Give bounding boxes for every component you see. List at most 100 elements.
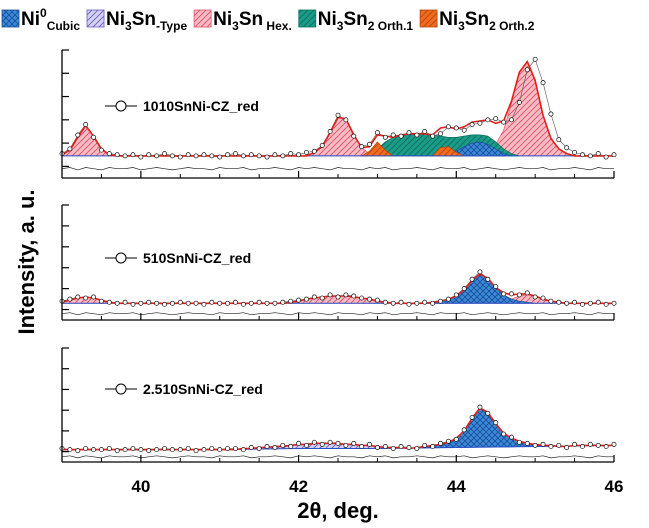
observed-point (225, 152, 231, 158)
observed-point (130, 446, 136, 451)
observed-point (296, 152, 302, 158)
panel-label: 1010SnNi-CZ_red (143, 98, 259, 114)
observed-point (169, 447, 175, 453)
observed-point (359, 444, 365, 449)
observed-point (288, 151, 294, 157)
observed-point (343, 442, 349, 448)
observed-point (580, 152, 585, 158)
observed-point (98, 447, 104, 453)
observed-point (343, 292, 349, 298)
observed-point (509, 291, 514, 297)
observed-point (193, 300, 199, 306)
observed-point (122, 153, 128, 159)
observed-point (422, 299, 428, 305)
panel-label: 510SnNi-CZ_red (143, 250, 251, 266)
observed-point (256, 153, 262, 159)
observed-point (438, 440, 443, 446)
observed-point (343, 117, 349, 123)
observed-point (611, 152, 617, 158)
legend-label-part: Sn (239, 9, 263, 30)
observed-point (296, 297, 302, 303)
panel-legend-marker (115, 383, 127, 395)
component-area (61, 60, 575, 157)
observed-point (556, 299, 562, 305)
observed-point (248, 445, 254, 450)
observed-point (162, 151, 167, 157)
observed-point (240, 301, 246, 307)
legend-label-part: 2 (489, 19, 496, 33)
observed-point (390, 132, 396, 138)
observed-point (177, 447, 183, 453)
observed-point (98, 147, 104, 153)
observed-point (114, 152, 120, 158)
legend-label-part: -Type (156, 19, 187, 33)
observed-point (169, 300, 175, 306)
observed-point (217, 154, 223, 160)
observed-point (516, 439, 522, 445)
observed-point (477, 269, 483, 275)
observed-point (114, 300, 120, 306)
legend-label-part: Sn (343, 9, 367, 30)
observed-point (548, 111, 554, 117)
observed-point (374, 445, 380, 450)
observed-point (146, 152, 152, 158)
observed-point (280, 299, 286, 305)
observed-point (587, 300, 593, 306)
observed-point (225, 446, 231, 451)
observed-point (288, 298, 294, 304)
observed-point (233, 299, 238, 305)
observed-point (351, 440, 357, 446)
observed-point (209, 299, 215, 305)
observed-point (319, 142, 325, 148)
residual-line (61, 312, 614, 316)
observed-point (548, 298, 554, 304)
observed-point (327, 129, 333, 134)
legend-label: Ni3Sn2 Orth.2 (439, 9, 535, 33)
legend-label: Ni3Sn-Type (106, 9, 187, 33)
observed-point (67, 146, 73, 152)
x-tick-label: 44 (447, 477, 466, 496)
panel-label: 2.510SnNi-CZ_red (143, 381, 263, 397)
observed-point (130, 152, 136, 158)
observed-point (162, 446, 167, 451)
observed-point (524, 290, 530, 296)
observed-point (233, 151, 238, 157)
observed-point (311, 294, 317, 300)
observed-point (469, 122, 475, 127)
observed-point (177, 154, 183, 160)
observed-point (532, 56, 538, 62)
observed-point (83, 122, 89, 127)
observed-point (217, 447, 223, 453)
observed-point (217, 300, 223, 306)
observed-point (422, 442, 428, 448)
observed-point (311, 148, 317, 154)
observed-point (130, 301, 136, 307)
legend-label-part: Ni (106, 9, 125, 30)
observed-point (146, 299, 152, 305)
observed-point (532, 442, 538, 448)
observed-point (177, 299, 183, 305)
observed-point (422, 129, 428, 134)
observed-point (564, 445, 570, 450)
observed-point (414, 132, 420, 138)
observed-point (501, 431, 507, 437)
observed-point (430, 444, 436, 449)
observed-point (201, 301, 207, 307)
observed-point (485, 117, 491, 123)
observed-point (572, 299, 578, 305)
observed-point (532, 294, 538, 300)
observed-point (493, 284, 499, 289)
observed-point (225, 300, 231, 306)
observed-point (280, 442, 286, 448)
observed-point (83, 295, 89, 301)
observed-point (201, 447, 207, 453)
x-axis-label: 2θ, deg. (297, 498, 379, 523)
observed-point (75, 294, 81, 300)
legend-label-part: Ni (439, 9, 458, 30)
observed-point (461, 286, 467, 292)
observed-point (264, 300, 270, 306)
observed-point (351, 133, 357, 139)
observed-point (469, 414, 475, 420)
